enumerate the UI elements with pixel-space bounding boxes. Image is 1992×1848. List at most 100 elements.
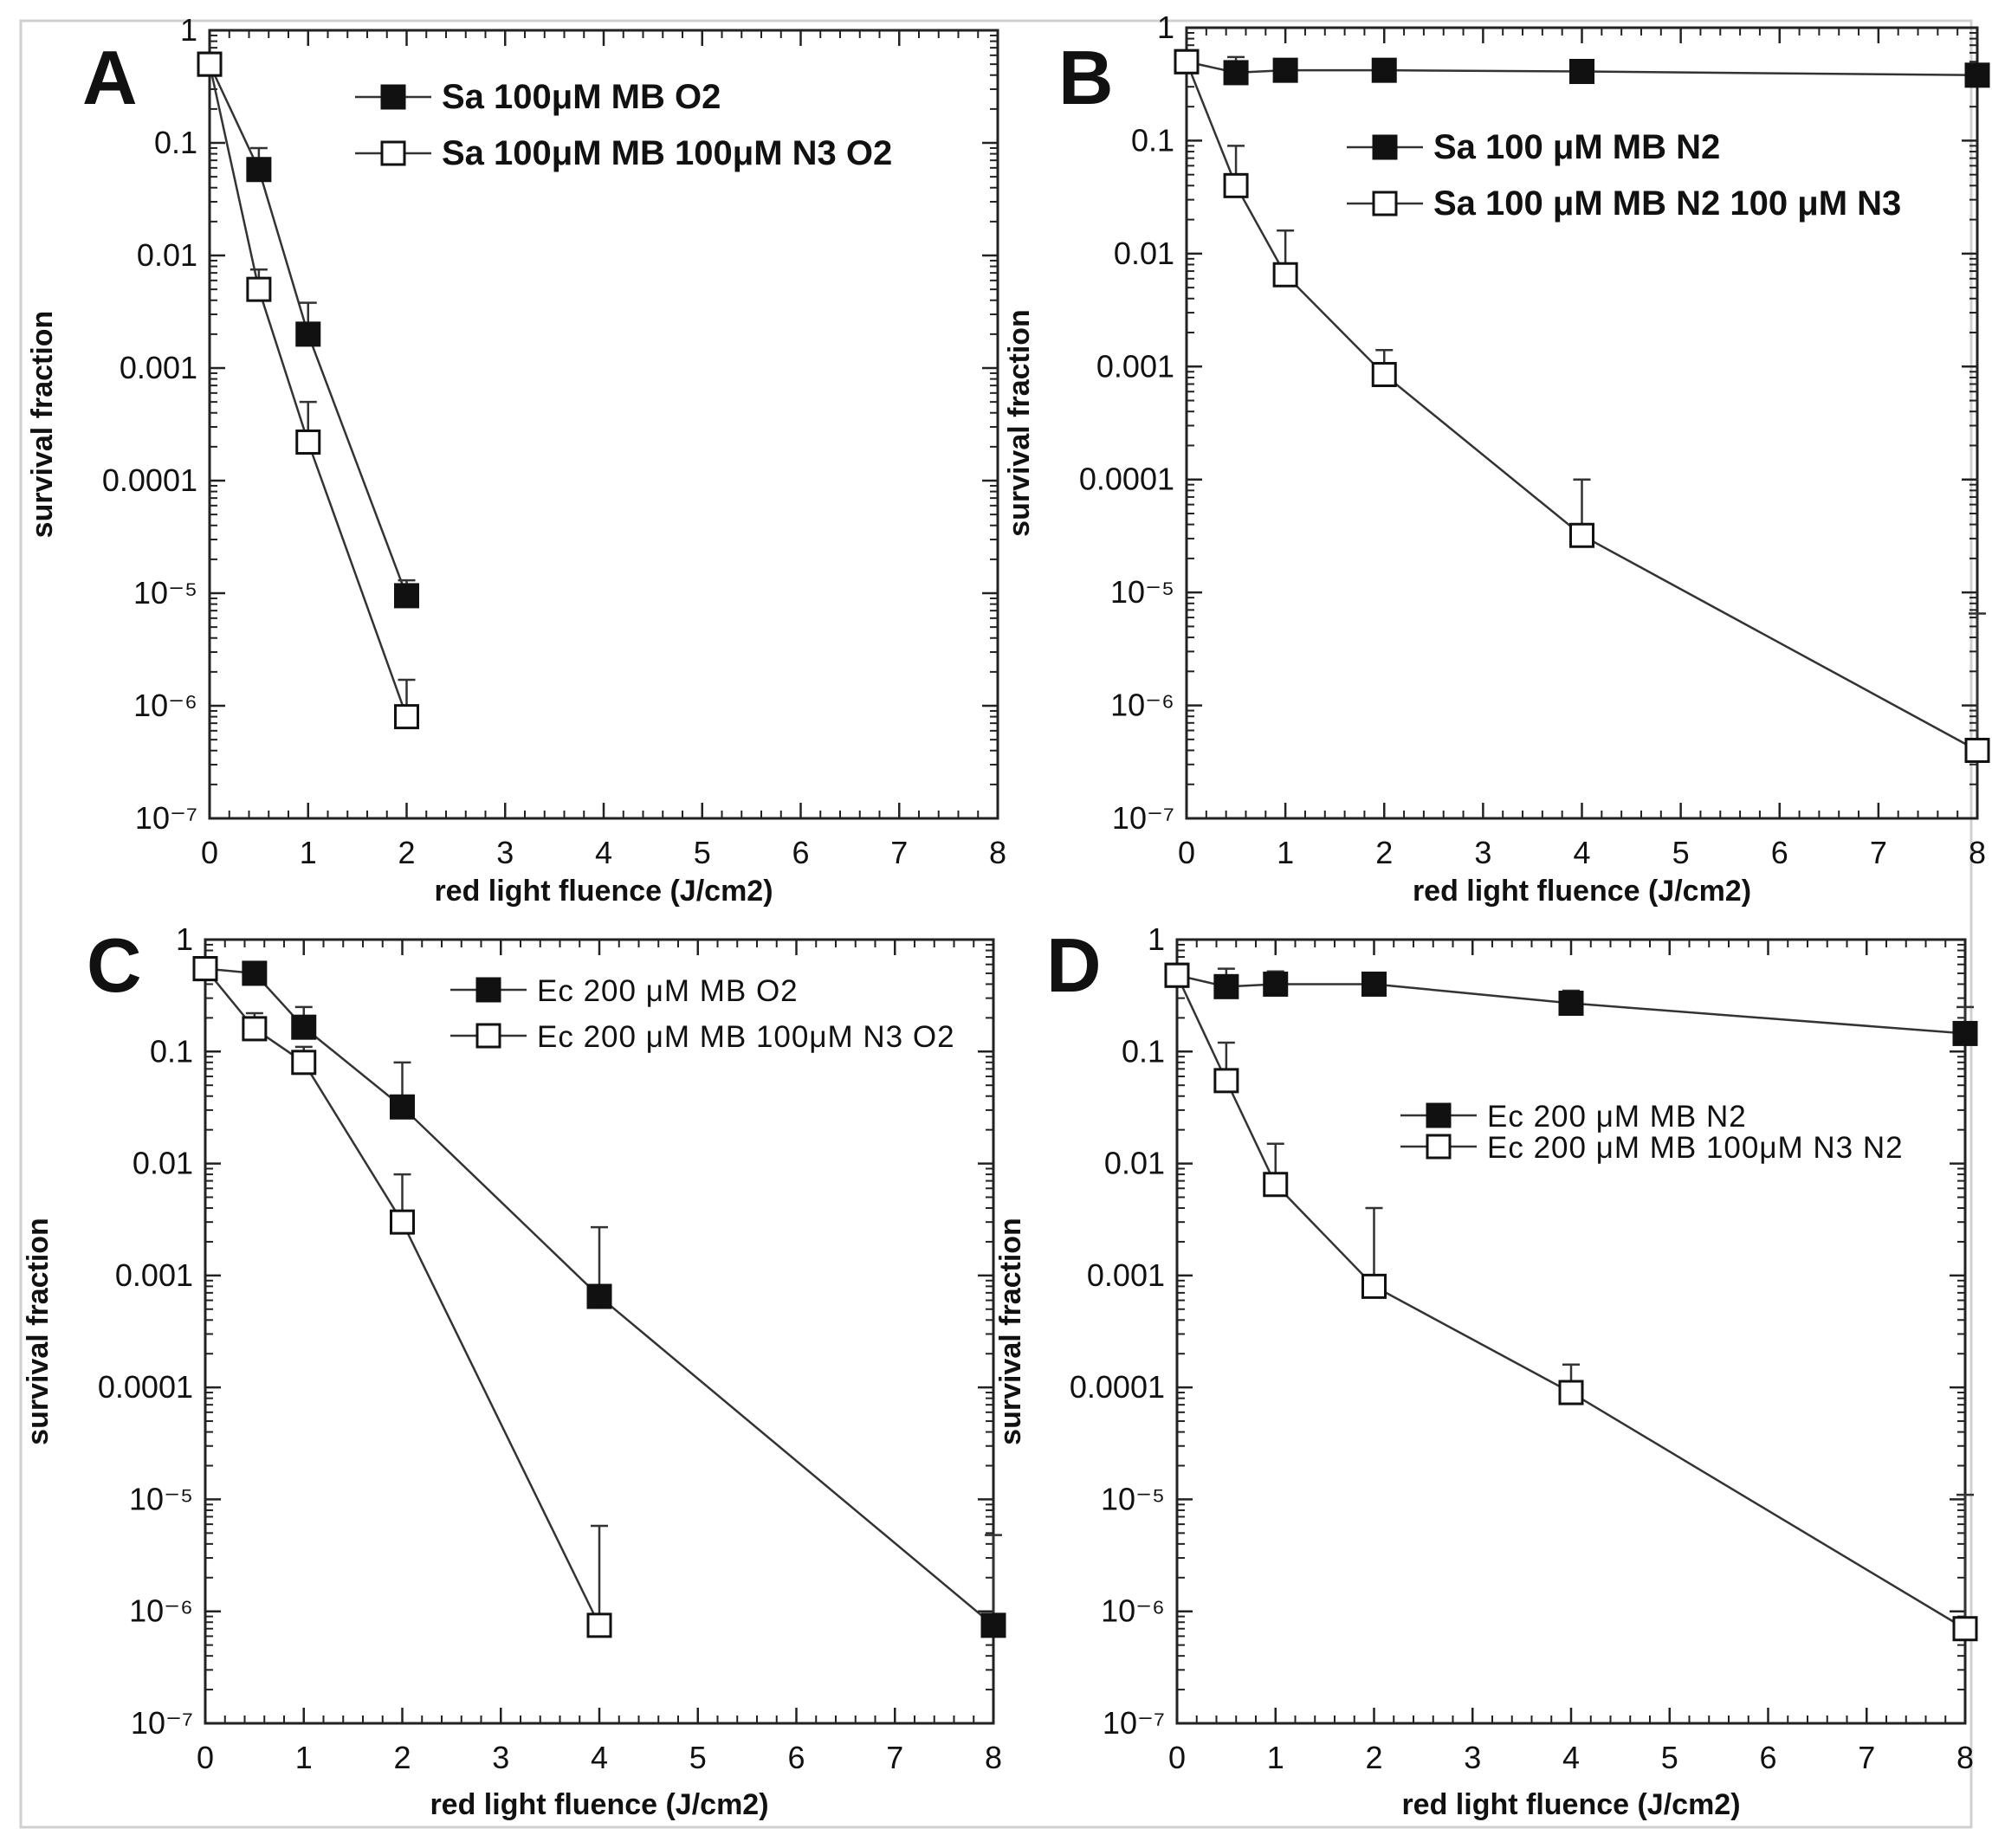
y-tick-label: 10⁻⁷ — [135, 800, 197, 836]
data-point — [295, 321, 321, 347]
x-tick-label: 2 — [398, 835, 415, 870]
y-tick-label: 10⁻⁵ — [129, 1481, 193, 1516]
x-tick-label: 6 — [1759, 1740, 1776, 1775]
data-point — [1213, 1068, 1239, 1094]
y-tick-label: 10⁻⁶ — [129, 1593, 193, 1629]
y-axis-label: survival fraction — [22, 1218, 55, 1445]
x-tick-label: 3 — [1474, 835, 1491, 870]
series-open — [197, 51, 419, 730]
legend-entry: Ec 200 μM MB 100μM N3 N2 — [1400, 1131, 1904, 1165]
data-point — [586, 1612, 612, 1638]
series-open — [192, 956, 612, 1638]
y-tick-label: 0.0001 — [102, 462, 197, 498]
series-open — [1164, 962, 1978, 1642]
x-tick-label: 6 — [792, 835, 809, 870]
x-axis-label: red light fluence (J/cm2) — [430, 1788, 768, 1821]
x-tick-label: 3 — [492, 1740, 509, 1775]
series-line — [208, 63, 408, 718]
legend-open-square-icon — [475, 1023, 501, 1049]
y-tick-label: 0.01 — [1104, 1146, 1165, 1181]
legend-label: Sa 100μM MB O2 — [442, 78, 721, 116]
y-tick-label: 0.1 — [150, 1033, 193, 1069]
legend-entry: Ec 200 μM MB 100μM N3 O2 — [450, 1020, 955, 1054]
x-axis-label: red light fluence (J/cm2) — [434, 875, 773, 908]
panel-label: C — [87, 922, 142, 1008]
y-axis-label: survival fraction — [994, 1218, 1027, 1445]
y-tick-label: 10⁻⁶ — [1101, 1593, 1165, 1629]
data-point — [586, 1283, 612, 1309]
legend-entry: Sa 100μM MB 100μM N3 O2 — [355, 134, 892, 172]
y-tick-label: 0.1 — [154, 125, 197, 160]
y-tick-label: 10⁻⁵ — [1101, 1481, 1165, 1516]
data-point — [1263, 1172, 1289, 1198]
legend-open-square-icon — [380, 140, 406, 166]
legend-open-square-icon — [1372, 191, 1398, 216]
data-point — [1952, 1616, 1978, 1642]
data-point — [1371, 361, 1397, 387]
x-tick-label: 4 — [591, 1740, 608, 1775]
panel-label: A — [82, 35, 138, 120]
data-point — [1558, 1380, 1584, 1405]
data-point — [242, 960, 268, 986]
y-axis-label: survival fraction — [26, 311, 59, 539]
legend-filled-square-icon — [1426, 1102, 1452, 1128]
panel-a: 0 1 2 3 4 5 6 7 8 1 0.1 0.01 0.001 0.0001 10⁻⁵ 10⁻⁶ 10⁻⁷… — [26, 12, 1006, 908]
x-tick-label: 8 — [1956, 1740, 1974, 1775]
data-point — [1569, 59, 1594, 85]
legend-entry: Ec 200 μM MB N2 — [1400, 1100, 1747, 1134]
data-point — [1263, 971, 1289, 997]
x-tick-label: 0 — [197, 1740, 214, 1775]
x-tick-label: 7 — [890, 835, 908, 870]
x-tick-label: 8 — [989, 835, 1006, 870]
x-tick-label: 5 — [1661, 1740, 1678, 1775]
y-tick-label: 1 — [1148, 921, 1165, 957]
data-point — [390, 1094, 415, 1120]
y-tick-label: 10⁻⁷ — [1112, 800, 1174, 836]
x-tick-label: 2 — [1365, 1740, 1382, 1775]
panel-d: 0 1 2 3 4 5 6 7 8 1 0.1 0.01 0.001 0.0001 10⁻⁵ 10⁻⁶ 10⁻⁷… — [994, 921, 1978, 1821]
y-tick-label: 1 — [176, 921, 193, 957]
x-tick-label: 2 — [393, 1740, 411, 1775]
y-tick-label: 1 — [1157, 10, 1174, 45]
legend-open-square-icon — [1426, 1134, 1452, 1160]
legend-label: Sa 100 μM MB N2 100 μM N3 — [1433, 184, 1901, 223]
legend-entry: Sa 100 μM MB N2 100 μM N3 — [1347, 184, 1901, 223]
series-line — [1175, 974, 1966, 1630]
y-tick-label: 0.001 — [120, 350, 197, 385]
legend-label: Ec 200 μM MB 100μM N3 O2 — [537, 1020, 955, 1054]
legend-label: Ec 200 μM MB N2 — [1487, 1100, 1747, 1134]
legend-label: Sa 100μM MB 100μM N3 O2 — [442, 134, 892, 172]
data-point — [1272, 262, 1298, 288]
x-tick-label: 7 — [1870, 835, 1887, 870]
y-tick-label: 10⁻⁷ — [1103, 1705, 1165, 1741]
data-point — [295, 429, 321, 455]
data-point — [1964, 62, 1990, 88]
legend-entry: Sa 100μM MB O2 — [355, 78, 721, 116]
panel-label: B — [1058, 35, 1114, 120]
panel-c: 0 1 2 3 4 5 6 7 8 1 0.1 0.01 0.001 0.0001 10⁻⁵ 10⁻⁶ 10⁻⁷… — [22, 921, 1006, 1821]
x-tick-label: 6 — [787, 1740, 805, 1775]
y-tick-label: 0.1 — [1122, 1033, 1165, 1069]
data-point — [1952, 1020, 1978, 1046]
x-tick-label: 4 — [1573, 835, 1590, 870]
x-tick-label: 6 — [1771, 835, 1788, 870]
data-point — [192, 956, 218, 982]
y-tick-label: 10⁻⁵ — [1110, 574, 1174, 610]
x-tick-label: 2 — [1375, 835, 1393, 870]
data-point — [1174, 48, 1200, 74]
y-tick-label: 0.0001 — [98, 1369, 193, 1405]
panel-b: 0 1 2 3 4 5 6 7 8 1 0.1 0.01 0.001 0.0001 10⁻⁵ 10⁻⁶ 10⁻⁷… — [1003, 10, 1990, 908]
legend-entry: Ec 200 μM MB O2 — [450, 974, 798, 1008]
y-tick-label: 0.001 — [1096, 348, 1174, 384]
legend-label: Sa 100 μM MB N2 — [1433, 128, 1720, 166]
series-line — [1185, 61, 1978, 752]
x-tick-label: 7 — [1858, 1740, 1875, 1775]
data-point — [1558, 991, 1584, 1017]
x-axis-label: red light fluence (J/cm2) — [1413, 875, 1751, 908]
panel-label: D — [1046, 922, 1102, 1008]
x-tick-label: 5 — [689, 1740, 707, 1775]
y-tick-label: 0.0001 — [1079, 462, 1174, 497]
legend-label: Ec 200 μM MB 100μM N3 N2 — [1487, 1131, 1904, 1165]
y-axis-label: survival fraction — [1003, 309, 1036, 537]
